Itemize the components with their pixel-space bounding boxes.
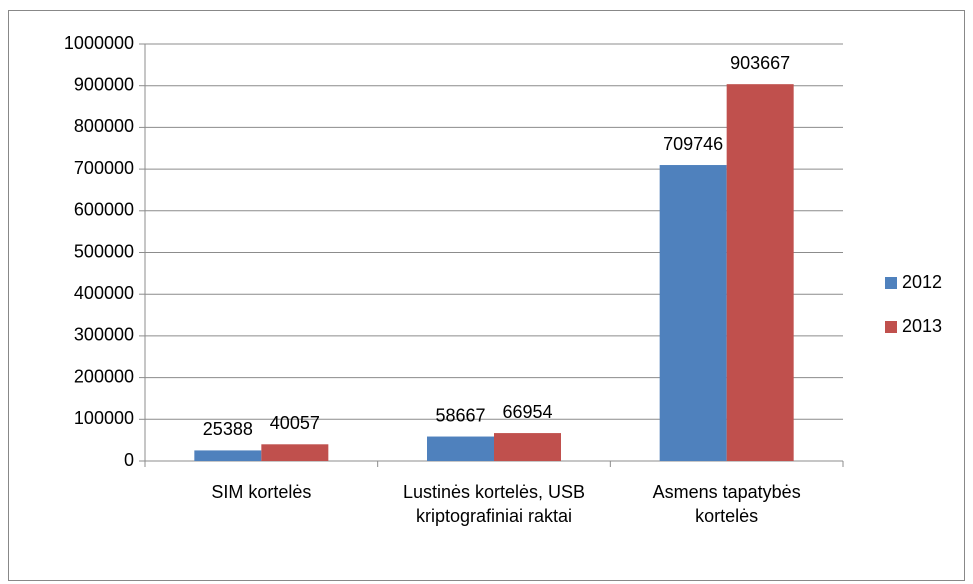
y-tick-label: 1000000 — [64, 33, 134, 53]
y-tick-label: 500000 — [74, 241, 134, 261]
bar — [194, 450, 262, 461]
y-tick-label: 700000 — [74, 158, 134, 178]
y-tick-label: 200000 — [74, 366, 134, 386]
y-tick-label: 300000 — [74, 325, 134, 345]
value-label: 66954 — [502, 402, 552, 422]
y-tick-label: 400000 — [74, 283, 134, 303]
legend-label: 2013 — [902, 316, 942, 336]
value-label: 25388 — [203, 419, 253, 439]
legend-swatch — [885, 277, 897, 289]
x-tick-label: Asmens tapatybės kortelės — [652, 482, 801, 526]
y-tick-label: 900000 — [74, 74, 134, 94]
x-tick-label: SIM kortelės — [211, 482, 312, 502]
legend-label: 2012 — [902, 272, 942, 292]
bar — [659, 165, 727, 461]
value-label: 709746 — [663, 134, 723, 154]
bar — [494, 433, 561, 461]
chart-frame — [8, 10, 965, 581]
value-label: 58667 — [435, 405, 485, 425]
y-tick-label: 800000 — [74, 116, 134, 136]
x-tick-label: Lustinės kortelės, USB kriptografiniai r… — [402, 482, 586, 526]
legend-swatch — [885, 321, 897, 333]
bar — [261, 444, 329, 461]
bar — [726, 84, 794, 461]
bar — [427, 436, 494, 461]
y-tick-label: 100000 — [74, 408, 134, 428]
y-tick-label: 0 — [124, 450, 134, 470]
y-tick-label: 600000 — [74, 200, 134, 220]
value-label: 40057 — [270, 413, 320, 433]
value-label: 903667 — [730, 53, 790, 73]
